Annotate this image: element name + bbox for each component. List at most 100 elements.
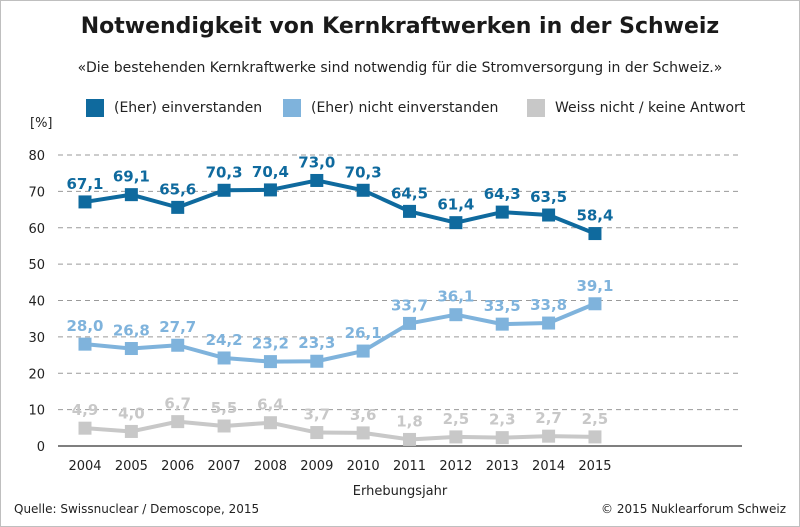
x-tick-label: 2009 <box>300 459 333 474</box>
x-tick-label: 2006 <box>161 459 194 474</box>
data-point-marker <box>78 337 92 351</box>
data-point-marker <box>588 227 602 241</box>
data-point-marker <box>449 216 463 230</box>
data-point-marker <box>78 195 92 209</box>
data-point-marker <box>124 342 138 356</box>
data-label: 36,1 <box>437 288 474 306</box>
data-label: 5,5 <box>211 399 238 417</box>
data-label: 2,7 <box>535 409 562 427</box>
y-tick-label: 30 <box>28 331 45 346</box>
data-point-marker <box>356 344 370 358</box>
data-label: 64,3 <box>484 185 521 203</box>
legend-item-unknown: Weiss nicht / keine Antwort <box>527 97 745 119</box>
data-point-marker <box>171 415 185 429</box>
data-point-marker <box>217 183 231 197</box>
data-point-marker <box>78 421 92 435</box>
data-label: 2,3 <box>489 411 516 429</box>
data-label: 61,4 <box>437 196 474 214</box>
data-point-marker <box>310 426 324 440</box>
data-label: 64,5 <box>391 184 428 202</box>
data-label: 73,0 <box>298 153 335 171</box>
data-label: 24,2 <box>206 331 243 349</box>
data-label: 33,5 <box>484 297 521 315</box>
legend-label-unknown: Weiss nicht / keine Antwort <box>555 100 746 116</box>
data-label: 70,3 <box>206 163 243 181</box>
data-point-marker <box>542 208 556 222</box>
y-tick-label: 0 <box>37 440 45 455</box>
data-point-marker <box>263 416 277 430</box>
data-label: 6,4 <box>257 396 284 414</box>
data-label: 1,8 <box>396 412 423 430</box>
data-point-marker <box>495 205 509 219</box>
series-line-2 <box>84 419 595 442</box>
data-point-marker <box>356 183 370 197</box>
data-point-marker <box>588 430 602 444</box>
legend-swatch-unknown <box>527 99 545 117</box>
data-label: 67,1 <box>66 175 103 193</box>
data-point-marker <box>403 316 417 330</box>
data-point-marker <box>356 426 370 440</box>
data-point-marker <box>495 431 509 445</box>
data-label: 2,5 <box>582 410 609 428</box>
data-label: 26,8 <box>113 322 150 340</box>
data-label: 23,2 <box>252 335 289 353</box>
legend-label-agree: (Eher) einverstanden <box>114 100 263 116</box>
data-label: 4,0 <box>118 404 145 422</box>
data-point-marker <box>263 355 277 369</box>
data-point-marker <box>588 297 602 311</box>
x-tick-label: 2008 <box>254 459 287 474</box>
data-label: 3,6 <box>350 406 377 424</box>
series-line-1 <box>84 301 596 364</box>
data-point-marker <box>542 316 556 330</box>
data-label: 27,7 <box>159 318 196 336</box>
data-point-marker <box>263 183 277 197</box>
x-tick-label: 2010 <box>347 459 380 474</box>
data-point-marker <box>403 204 417 218</box>
data-label: 58,4 <box>576 207 613 225</box>
data-label: 69,1 <box>113 168 150 186</box>
data-point-marker <box>171 338 185 352</box>
x-tick-label: 2013 <box>486 459 519 474</box>
y-tick-label: 10 <box>28 404 45 419</box>
x-tick-label: 2011 <box>393 459 426 474</box>
data-point-marker <box>217 351 231 365</box>
data-label: 2,5 <box>443 410 470 428</box>
data-label: 70,4 <box>252 163 289 181</box>
data-label: 6,7 <box>164 395 191 413</box>
data-point-marker <box>495 317 509 331</box>
y-tick-label: 60 <box>28 222 45 237</box>
data-label: 39,1 <box>576 277 613 295</box>
y-tick-label: 50 <box>28 258 45 273</box>
series-line-0 <box>84 178 596 236</box>
data-point-marker <box>310 173 324 187</box>
data-point-marker <box>171 200 185 214</box>
data-point-marker <box>403 432 417 446</box>
data-label: 33,8 <box>530 296 567 314</box>
legend-item-disagree: (Eher) nicht einverstanden <box>283 97 498 119</box>
legend-label-disagree: (Eher) nicht einverstanden <box>311 100 499 116</box>
x-tick-label: 2014 <box>532 459 565 474</box>
legend-swatch-agree <box>86 99 104 117</box>
chart-title: Notwendigkeit von Kernkraftwerken in der… <box>80 14 720 39</box>
source-note: Quelle: Swissnuclear / Demoscope, 2015 <box>14 502 260 516</box>
x-tick-label: 2004 <box>68 459 101 474</box>
data-point-marker <box>310 354 324 368</box>
legend-swatch-disagree <box>283 99 301 117</box>
x-tick-label: 2005 <box>115 459 148 474</box>
x-tick-label: 2012 <box>439 459 472 474</box>
data-label: 33,7 <box>391 296 428 314</box>
data-label: 4,9 <box>72 401 99 419</box>
data-label: 63,5 <box>530 188 567 206</box>
y-tick-label: 80 <box>28 149 45 164</box>
y-tick-label: 40 <box>28 295 45 310</box>
data-point-marker <box>124 188 138 202</box>
data-point-marker <box>124 424 138 438</box>
data-label: 70,3 <box>345 163 382 181</box>
y-tick-label: 20 <box>28 367 45 382</box>
y-tick-label: 70 <box>28 185 45 200</box>
data-point-marker <box>449 308 463 322</box>
y-unit-label: [%] <box>30 116 53 131</box>
data-label: 23,3 <box>298 334 335 352</box>
data-point-marker <box>449 430 463 444</box>
